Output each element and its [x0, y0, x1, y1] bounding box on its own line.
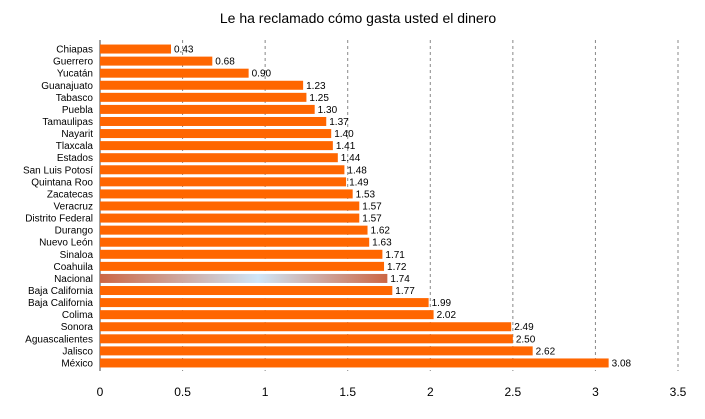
bar	[100, 298, 429, 308]
category-label: Tamaulipas	[42, 117, 93, 128]
data-label: 1.44	[341, 153, 361, 164]
x-tick-label: 0	[97, 385, 104, 399]
bar	[100, 286, 393, 296]
bars	[100, 44, 609, 368]
category-label: Zacatecas	[47, 189, 93, 200]
data-label: 2.62	[536, 346, 556, 357]
x-tick-labels: 0 0.5 1 1.5 2 2.5 3 3.5	[97, 385, 687, 399]
bar	[100, 44, 172, 54]
category-label: Distrito Federal	[25, 214, 93, 225]
x-tick-label: 0.5	[174, 385, 191, 399]
bar	[100, 261, 385, 271]
bar	[100, 201, 360, 211]
bar	[100, 80, 304, 90]
category-label: Nayarit	[61, 129, 93, 140]
bar	[100, 358, 609, 368]
bar	[100, 273, 388, 283]
category-label: Jalisco	[62, 346, 93, 357]
category-label: Guerrero	[53, 57, 93, 68]
data-label: 1.48	[347, 165, 367, 176]
data-label: 1.40	[334, 129, 354, 140]
bar	[100, 322, 512, 332]
category-label: San Luis Potosí	[23, 165, 93, 176]
bar	[100, 153, 338, 163]
data-label: 1.57	[362, 214, 382, 225]
bar	[100, 165, 345, 175]
category-label: Nuevo León	[39, 238, 93, 249]
category-label: Estados	[57, 153, 93, 164]
category-label: Sinaloa	[60, 250, 94, 261]
category-label: Aguascalientes	[25, 334, 93, 345]
bar	[100, 116, 327, 126]
data-label: 1.74	[390, 274, 410, 285]
category-label: Durango	[55, 226, 94, 237]
data-label: 1.57	[362, 202, 382, 213]
category-label: Puebla	[62, 105, 94, 116]
category-labels: ChiapasGuerreroYucatánGuanajuatoTabascoP…	[23, 45, 93, 370]
bar	[100, 225, 368, 235]
category-label: Coahuila	[54, 262, 94, 273]
x-tick-label: 3	[592, 385, 599, 399]
category-label: Sonora	[61, 322, 94, 333]
data-label: 1.30	[318, 105, 338, 116]
data-label: 1.99	[432, 298, 452, 309]
chart-title: Le ha reclamado cómo gasta usted el dine…	[220, 10, 496, 26]
category-label: Quintana Roo	[31, 177, 93, 188]
data-label: 0.43	[174, 45, 194, 56]
category-label: Colima	[62, 310, 94, 321]
bar	[100, 249, 383, 259]
category-label: Yucatán	[57, 69, 93, 80]
data-label: 1.63	[372, 238, 392, 249]
bar	[100, 92, 307, 102]
data-label: 1.72	[387, 262, 407, 273]
category-label: Guanajuato	[41, 81, 93, 92]
data-label: 0.68	[215, 57, 235, 68]
category-label: Tabasco	[56, 93, 94, 104]
bar	[100, 104, 315, 114]
bar	[100, 334, 513, 344]
category-label: Baja California	[28, 286, 93, 297]
data-label: 2.02	[437, 310, 457, 321]
data-label: 1.25	[309, 93, 329, 104]
bar	[100, 177, 347, 187]
value-labels: 0.43 0.68 0.90 1.231.251.301.371.401.411.44…	[174, 45, 632, 370]
data-label: 1.53	[356, 189, 376, 200]
data-label: 2.49	[514, 322, 534, 333]
x-tick-label: 2.5	[505, 385, 522, 399]
x-tick-label: 1	[262, 385, 269, 399]
category-label: México	[61, 358, 93, 369]
category-label: Baja California	[28, 298, 93, 309]
data-label: 0.90	[252, 69, 272, 80]
bar	[100, 310, 434, 320]
bar	[100, 129, 332, 139]
bar	[100, 68, 249, 78]
data-label: 1.77	[395, 286, 415, 297]
category-label: Nacional	[54, 274, 93, 285]
category-label: Chiapas	[56, 45, 93, 56]
data-label: 1.37	[329, 117, 349, 128]
category-label: Veracruz	[54, 202, 93, 213]
bar	[100, 346, 533, 356]
data-label: 1.71	[385, 250, 405, 261]
data-label: 2.50	[516, 334, 536, 345]
bar	[100, 56, 213, 66]
bar	[100, 189, 353, 199]
category-label: Tlaxcala	[56, 141, 94, 152]
bar	[100, 213, 360, 223]
data-label: 3.08	[612, 358, 632, 369]
data-label: 1.49	[349, 177, 369, 188]
data-label: 1.41	[336, 141, 356, 152]
x-tick-label: 2	[427, 385, 434, 399]
data-label: 1.23	[306, 81, 326, 92]
bar	[100, 141, 333, 151]
data-label: 1.62	[371, 226, 391, 237]
x-tick-label: 1.5	[339, 385, 356, 399]
bar	[100, 237, 370, 247]
x-tick-label: 3.5	[670, 385, 687, 399]
